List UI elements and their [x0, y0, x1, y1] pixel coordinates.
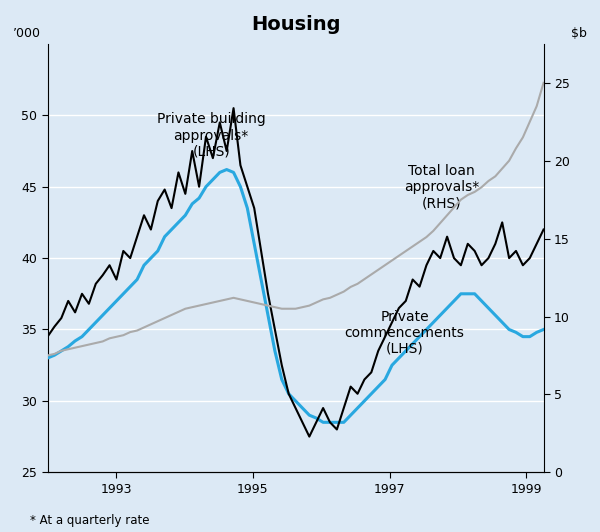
Text: Private building
approvals*
(LHS): Private building approvals* (LHS) [157, 112, 266, 159]
Text: ’000: ’000 [13, 27, 41, 39]
Text: * At a quarterly rate: * At a quarterly rate [30, 514, 149, 527]
Text: Total loan
approvals*
(RHS): Total loan approvals* (RHS) [404, 164, 479, 210]
Title: Housing: Housing [251, 15, 340, 34]
Text: $b: $b [571, 27, 587, 39]
Text: Private
commencements
(LHS): Private commencements (LHS) [345, 310, 464, 356]
